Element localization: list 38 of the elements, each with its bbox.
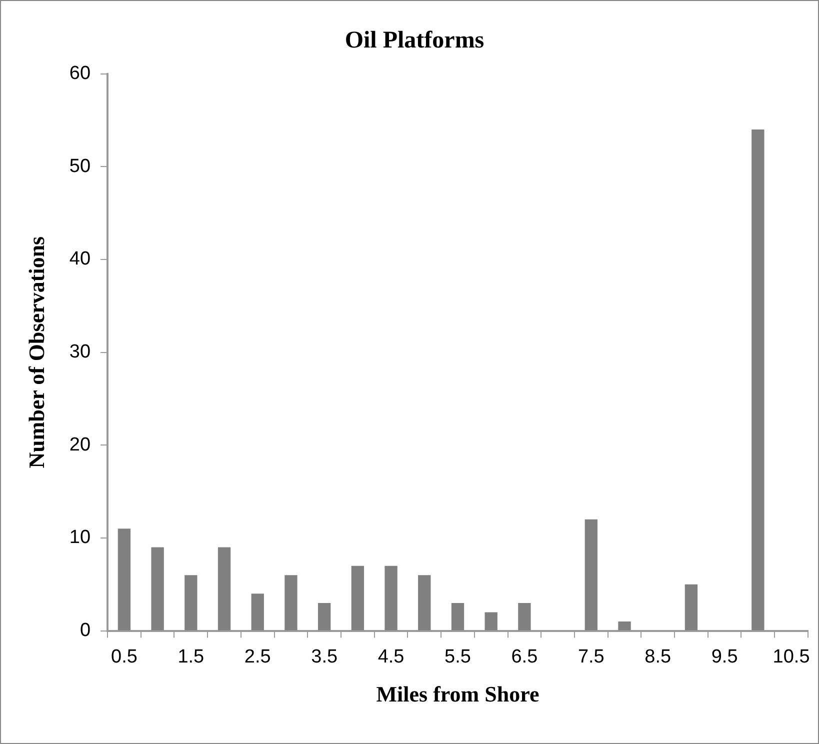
bar xyxy=(151,547,164,630)
x-tick-label: 3.5 xyxy=(311,646,338,668)
y-tick-label: 60 xyxy=(69,63,91,84)
y-axis-title: Number of Observations xyxy=(24,236,49,468)
x-tick-label: 6.5 xyxy=(511,646,538,668)
y-tick-label: 0 xyxy=(80,620,91,642)
x-tick-label: 8.5 xyxy=(644,646,672,668)
y-tick-label: 50 xyxy=(69,156,91,177)
x-tick-label: 4.5 xyxy=(378,646,404,668)
x-axis-title: Miles from Shore xyxy=(376,681,540,706)
x-tick-label: 9.5 xyxy=(711,646,738,668)
x-tick-label: 1.5 xyxy=(178,646,204,668)
bar xyxy=(351,566,364,630)
y-tick-label: 20 xyxy=(69,434,91,456)
bar xyxy=(752,130,764,630)
x-tick-label: 7.5 xyxy=(578,646,604,668)
bar xyxy=(684,584,698,630)
x-tick-label: 5.5 xyxy=(444,646,471,668)
bar xyxy=(384,566,398,630)
x-tick-label: 2.5 xyxy=(244,646,271,668)
y-tick-label: 30 xyxy=(69,342,91,363)
bar xyxy=(484,612,498,630)
bar xyxy=(218,547,231,630)
chart-title: Oil Platforms xyxy=(344,28,484,54)
bar xyxy=(318,602,331,630)
bar xyxy=(184,575,198,630)
bar xyxy=(584,519,598,630)
bar xyxy=(251,594,264,630)
x-tick-label: 10.5 xyxy=(772,646,810,668)
x-tick-label: 0.5 xyxy=(111,646,138,668)
bar xyxy=(518,602,531,630)
bar xyxy=(451,602,464,630)
bar xyxy=(118,528,131,630)
bar xyxy=(418,575,431,630)
bar xyxy=(618,622,631,630)
y-tick-label: 10 xyxy=(69,527,91,548)
y-tick-label: 40 xyxy=(69,248,91,270)
bar xyxy=(284,575,298,630)
